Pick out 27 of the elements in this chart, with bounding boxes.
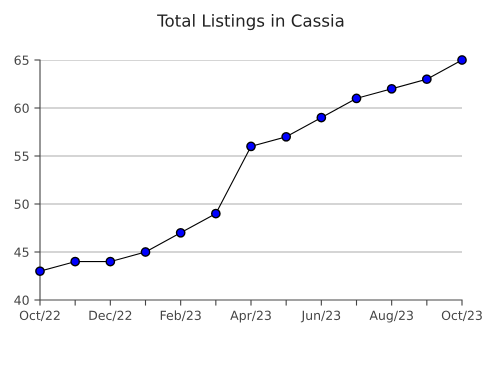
x-tick-label: Dec/22 [89,310,132,322]
point [281,132,292,142]
point [316,112,326,122]
y-tick-label: 45 [14,248,28,257]
x-tick-label: Jun/23 [300,310,340,322]
point [70,256,80,266]
y-tick-label: 50 [14,199,29,209]
point [352,94,362,104]
y-tick-label: 65 [14,55,28,65]
x-tick-label: Oct/23 [442,310,482,322]
point [210,208,221,218]
y-tick-label: 40 [14,295,29,305]
x-tick-label: Aug/23 [370,310,413,323]
x-tick-label: Oct/22 [20,310,60,322]
point [386,84,397,94]
chart-title: Total Listings in Cassia [157,14,344,30]
x-tick-label: Apr/23 [230,310,271,323]
point [422,74,432,84]
y-tick-label: 60 [14,103,29,113]
point [105,256,116,266]
point [176,228,186,238]
point [140,247,150,257]
x-tick-label: Feb/23 [160,310,201,322]
point [35,266,45,276]
point [246,142,256,152]
point [457,55,467,65]
y-tick-label: 55 [14,152,28,161]
